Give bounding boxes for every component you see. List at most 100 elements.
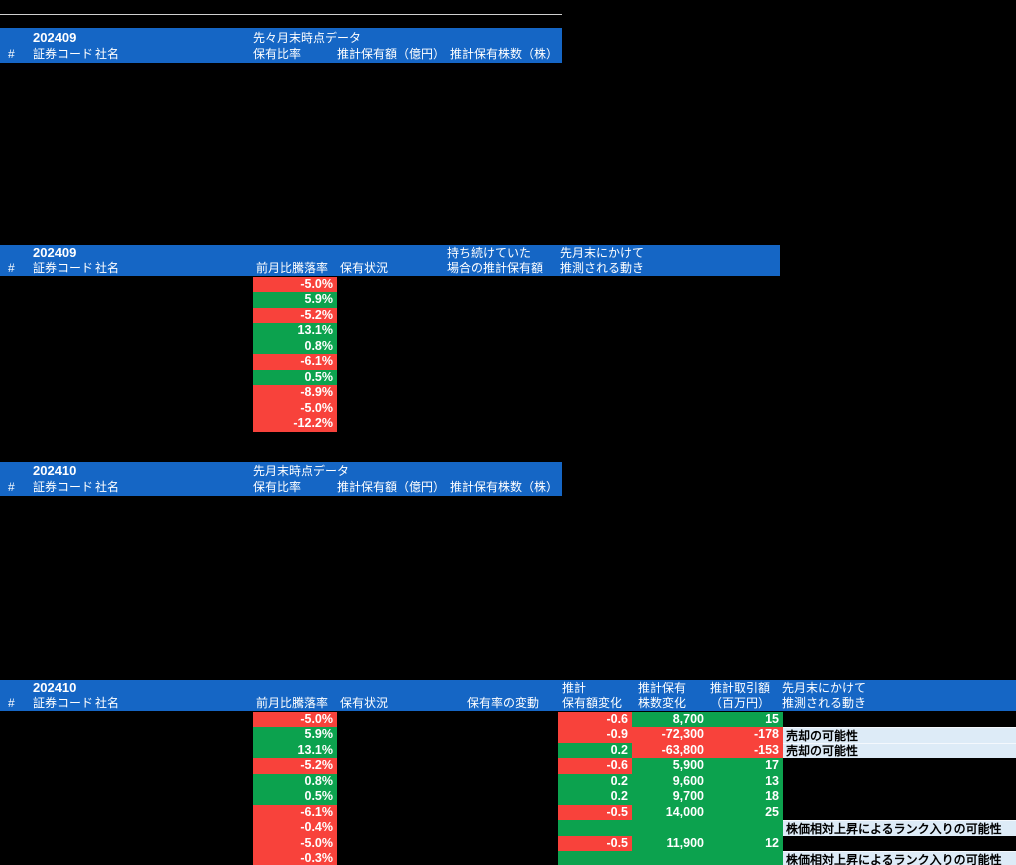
trade-amount-cell[interactable]: 25 [708,804,783,820]
trade-amount-cell[interactable] [708,851,783,865]
col-change-label: 前月比騰落率 [256,261,329,275]
trade-amount-cell[interactable] [708,820,783,836]
col-move-label-2: 推測される動き [782,696,867,710]
note-cell[interactable] [783,836,1016,852]
pct-cell[interactable]: -5.2% [253,758,337,774]
shares-change-cell[interactable]: -72,300 [632,727,708,743]
amount-change-cell[interactable]: -0.9 [558,727,632,743]
pct-cell[interactable]: 5.9% [253,292,337,308]
shares-change-cell[interactable]: 11,900 [632,835,708,851]
note-cell[interactable]: 株価相対上昇によるランク入りの可能性 [783,851,1016,865]
col-ratio-change-label: 保有率の変動 [467,696,540,710]
shares-change-cell[interactable]: 5,900 [632,758,708,774]
note-cell[interactable]: 売却の可能性 [783,727,1016,743]
col-code-label: 証券コード [33,696,94,710]
col-trade-label-2: （百万円） [710,696,771,710]
col-move-label-2: 推測される動き [560,261,645,275]
amount-change-cell[interactable]: 0.2 [558,789,632,805]
amount-change-cell[interactable]: -0.6 [558,758,632,774]
trade-amount-cell[interactable]: 15 [708,711,783,727]
col-est-amount-label-2: 保有額変化 [562,696,623,710]
pct-cell[interactable]: -6.1% [253,354,337,370]
note-cell[interactable] [783,712,1016,728]
amount-change-cell[interactable]: -0.6 [558,711,632,727]
col-name-label: 社名 [95,480,120,494]
pct-cell[interactable]: 13.1% [253,323,337,339]
amount-change-cell[interactable] [558,851,632,865]
pct-change-column-202409: -5.0% 5.9% -5.2% 13.1% 0.8% -6.1% 0.5% -… [253,276,337,432]
period-label: 202409 [33,30,77,45]
amount-change-column: -0.6 -0.9 0.2 -0.6 0.2 0.2 -0.5 -0.5 [558,711,632,865]
pct-cell[interactable]: 0.5% [253,369,337,385]
col-ratio-label: 保有比率 [253,47,302,61]
shares-change-column: 8,700 -72,300 -63,800 5,900 9,600 9,700 … [632,711,708,865]
note-cell[interactable] [783,805,1016,821]
col-est-shares-label-1: 推計保有 [638,681,687,695]
col-hold-label-2: 場合の推計保有額 [447,261,544,275]
pct-cell[interactable]: 0.5% [253,789,337,805]
pct-cell[interactable]: -5.2% [253,307,337,323]
pct-cell[interactable]: 5.9% [253,727,337,743]
col-status-label: 保有状況 [340,696,389,710]
pct-cell[interactable]: -5.0% [253,400,337,416]
period-label: 202409 [33,245,77,260]
trade-amount-cell[interactable]: 17 [708,758,783,774]
amount-change-cell[interactable]: -0.5 [558,835,632,851]
subtitle-label: 先月末時点データ [253,464,350,478]
note-cell[interactable]: 株価相対上昇によるランク入りの可能性 [783,820,1016,836]
trade-amount-column: 15 -178 -153 17 13 18 25 12 [708,711,783,865]
col-trade-label-1: 推計取引額 [710,681,771,695]
top-gridline [0,14,562,15]
col-amount-label: 推計保有額（億円） [337,47,446,61]
pct-cell[interactable]: -12.2% [253,416,337,432]
col-shares-label: 推計保有株数（株） [450,480,559,494]
shares-change-cell[interactable] [632,820,708,836]
subtitle-label: 先々月末時点データ [253,31,362,45]
shares-change-cell[interactable]: 8,700 [632,711,708,727]
amount-change-cell[interactable]: 0.2 [558,773,632,789]
note-cell[interactable]: 売却の可能性 [783,742,1016,758]
pct-cell[interactable]: -8.9% [253,385,337,401]
col-shares-label: 推計保有株数（株） [450,47,559,61]
period-label: 202410 [33,463,77,478]
trade-amount-cell[interactable]: 13 [708,773,783,789]
note-cell[interactable] [783,789,1016,805]
shares-change-cell[interactable]: 9,600 [632,773,708,789]
header-202409-change: 202409 持ち続けていた 先月末にかけて # 証券コード 社名 前月比騰落率… [0,245,780,276]
col-code-label: 証券コード [33,480,94,494]
col-move-label-1: 先月末にかけて [560,246,645,260]
col-status-label: 保有状況 [340,261,389,275]
amount-change-cell[interactable]: 0.2 [558,742,632,758]
pct-cell[interactable]: 0.8% [253,773,337,789]
col-hash-label: # [8,47,15,61]
header-202410-baseline: 202410 先月末時点データ # 証券コード 社名 保有比率 推計保有額（億円… [0,462,562,496]
pct-cell[interactable]: 0.8% [253,338,337,354]
pct-change-column-202410: -5.0% 5.9% 13.1% -5.2% 0.8% 0.5% -6.1% -… [253,711,337,865]
shares-change-cell[interactable] [632,851,708,865]
col-hash-label: # [8,261,15,275]
trade-amount-cell[interactable]: 12 [708,835,783,851]
pct-cell[interactable]: -5.0% [253,276,337,292]
pct-cell[interactable]: -6.1% [253,804,337,820]
col-change-label: 前月比騰落率 [256,696,329,710]
pct-cell[interactable]: -0.4% [253,820,337,836]
trade-amount-cell[interactable]: -153 [708,742,783,758]
pct-cell[interactable]: -5.0% [253,711,337,727]
col-amount-label: 推計保有額（億円） [337,480,446,494]
note-cell[interactable] [783,774,1016,790]
shares-change-cell[interactable]: 9,700 [632,789,708,805]
pct-cell[interactable]: 13.1% [253,742,337,758]
note-cell[interactable] [783,758,1016,774]
amount-change-cell[interactable]: -0.5 [558,804,632,820]
pct-cell[interactable]: -5.0% [253,835,337,851]
pct-cell[interactable]: -0.3% [253,851,337,865]
col-move-label-1: 先月末にかけて [782,681,867,695]
shares-change-cell[interactable]: -63,800 [632,742,708,758]
shares-change-cell[interactable]: 14,000 [632,804,708,820]
trade-amount-cell[interactable]: -178 [708,727,783,743]
amount-change-cell[interactable] [558,820,632,836]
col-est-shares-label-2: 株数変化 [638,696,687,710]
trade-amount-cell[interactable]: 18 [708,789,783,805]
header-202409-baseline: 202409 先々月末時点データ # 証券コード 社名 保有比率 推計保有額（億… [0,28,562,63]
